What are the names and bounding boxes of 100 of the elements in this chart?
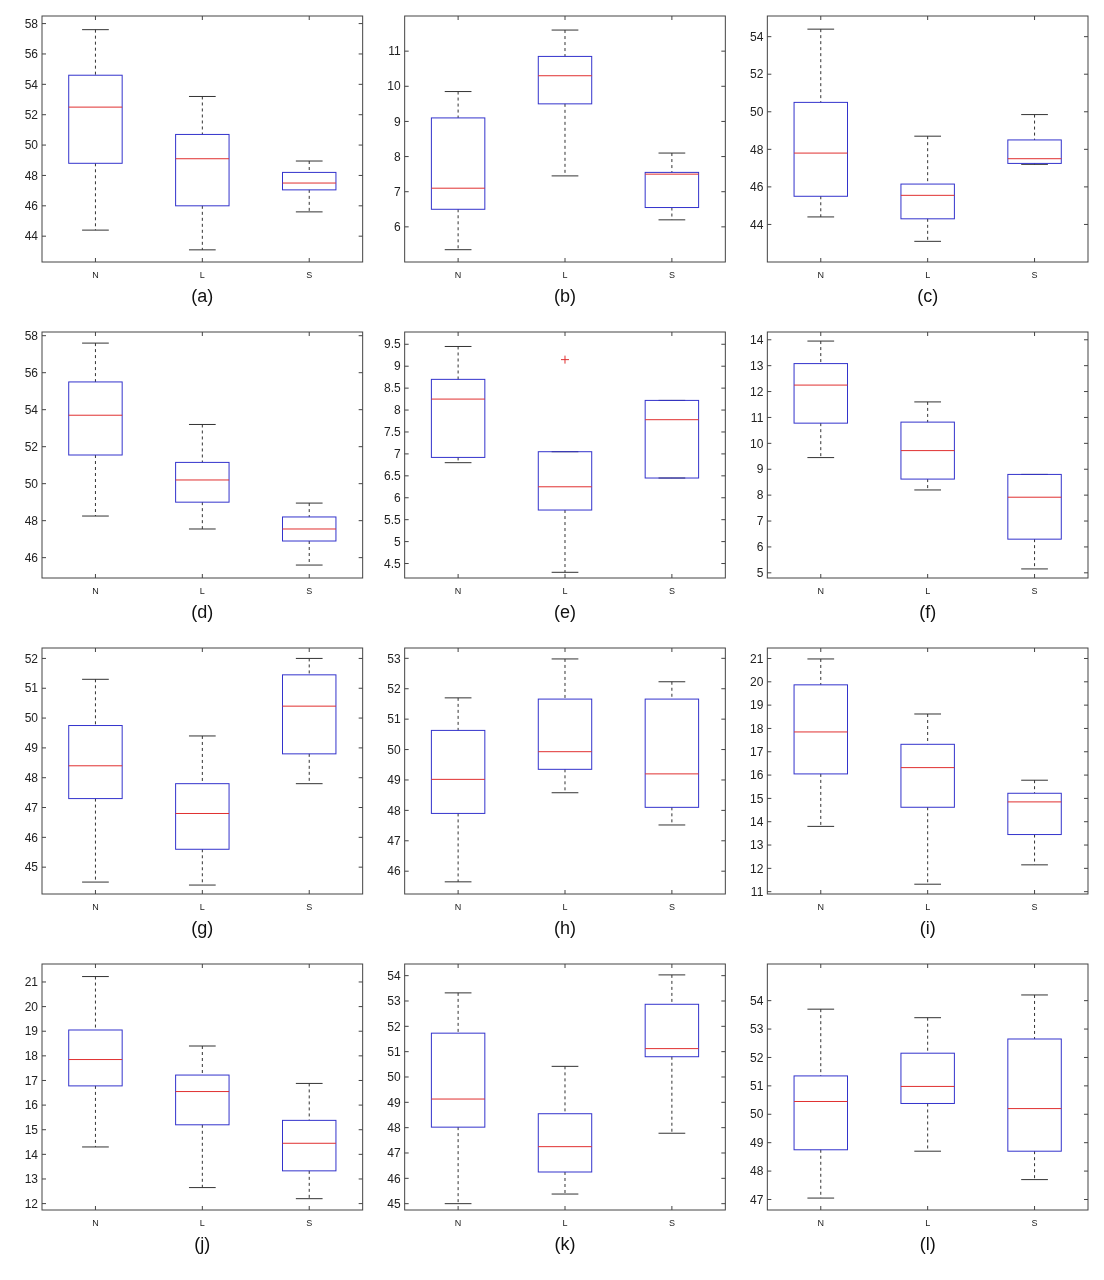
y-tick-label: 44 [749,217,764,232]
x-tick-label: L [199,586,205,596]
y-tick-label: 16 [749,768,764,783]
x-tick-label: S [1031,586,1038,596]
y-tick-label: 10 [749,436,764,451]
y-tick-label: 14 [24,1147,39,1162]
y-tick-label: 48 [24,168,39,183]
x-tick-label: N [92,902,99,912]
y-tick-label: 46 [24,830,39,845]
x-tick-label: N [817,586,825,596]
y-tick-label: 44 [24,229,39,244]
x-tick-label: S [306,586,313,596]
y-tick-label: 18 [749,721,764,736]
y-tick-label: 52 [24,651,39,666]
y-tick-label: 51 [24,681,39,696]
x-tick-label: L [562,1218,568,1228]
y-tick-label: 6 [393,220,401,235]
y-tick-label: 51 [387,712,401,727]
x-axis-title: (i) [919,918,936,938]
y-tick-label: 12 [749,384,764,399]
x-axis-title: (f) [919,602,937,622]
y-tick-label: 48 [24,513,39,528]
y-tick-label: 50 [749,104,764,119]
x-tick-label: N [454,270,462,280]
y-tick-label: 47 [387,833,401,848]
y-tick-label: 15 [749,791,764,806]
y-tick-label: 50 [24,476,39,491]
x-tick-label: S [1031,270,1038,280]
y-tick-label: 4.5 [383,556,401,571]
y-tick-label: 50 [24,138,39,153]
x-tick-label: N [92,270,99,280]
y-tick-label: 13 [24,1172,39,1187]
y-tick-label: 58 [24,328,39,343]
y-tick-label: 45 [387,1196,401,1211]
x-axis-title: (h) [554,918,576,938]
y-tick-label: 46 [387,864,401,879]
y-tick-label: 11 [750,410,764,425]
y-tick-label: 17 [24,1073,39,1088]
y-tick-label: 52 [24,439,39,454]
y-tick-label: 8 [393,403,401,418]
y-tick-label: 5 [756,566,764,581]
x-axis-title: (l) [919,1234,936,1254]
x-axis-title: (j) [194,1234,211,1254]
y-tick-label: 14 [749,814,764,829]
y-tick-label: 52 [387,681,401,696]
x-tick-label: S [668,270,675,280]
y-tick-label: 49 [24,741,39,756]
x-tick-label: N [92,586,99,596]
y-tick-label: 20 [749,675,764,690]
y-tick-label: 56 [24,365,39,380]
y-tick-label: 58 [24,16,39,31]
x-tick-label: L [562,902,568,912]
y-tick-label: 8 [756,488,764,503]
y-tick-label: 6 [756,540,764,555]
y-tick-label: 53 [749,1022,764,1037]
x-tick-label: L [925,902,931,912]
y-tick-label: 49 [387,773,401,788]
y-tick-label: 12 [24,1196,39,1211]
x-tick-label: N [454,1218,462,1228]
y-tick-label: 5 [393,534,401,549]
x-axis-title: (e) [554,602,576,622]
y-tick-label: 14 [749,332,764,347]
y-tick-label: 8.5 [383,381,401,396]
y-tick-label: 13 [749,838,764,853]
y-tick-label: 53 [387,994,401,1009]
y-tick-label: 6 [393,490,401,505]
x-tick-label: N [454,902,462,912]
y-tick-label: 50 [24,711,39,726]
x-tick-label: L [925,1218,931,1228]
x-tick-label: L [199,270,205,280]
x-tick-label: S [668,902,675,912]
x-axis-title: (k) [554,1234,576,1254]
x-tick-label: L [925,270,931,280]
y-tick-label: 54 [749,993,764,1008]
y-tick-label: 9 [756,462,764,477]
y-tick-label: 49 [387,1095,401,1110]
x-axis-title: (g) [191,918,214,938]
x-tick-label: S [668,586,675,596]
y-tick-label: 13 [749,358,764,373]
x-tick-label: S [668,1218,675,1228]
y-tick-label: 7 [393,447,401,462]
y-tick-label: 20 [24,999,39,1014]
y-tick-label: 21 [24,975,39,990]
y-tick-label: 54 [387,968,401,983]
y-tick-label: 52 [749,67,764,82]
x-tick-label: L [562,586,568,596]
y-tick-label: 48 [749,1164,764,1179]
y-tick-label: 18 [24,1049,39,1064]
y-tick-label: 52 [387,1019,401,1034]
y-tick-label: 7.5 [383,425,401,440]
y-tick-label: 48 [24,770,39,785]
y-tick-label: 21 [749,651,764,666]
y-tick-label: 51 [749,1079,764,1094]
x-tick-label: S [1031,1218,1038,1228]
y-tick-label: 19 [24,1024,39,1039]
x-tick-label: S [306,270,313,280]
y-tick-label: 47 [387,1146,401,1161]
y-tick-label: 7 [756,514,764,529]
y-tick-label: 51 [387,1044,401,1059]
y-tick-label: 47 [749,1192,764,1207]
